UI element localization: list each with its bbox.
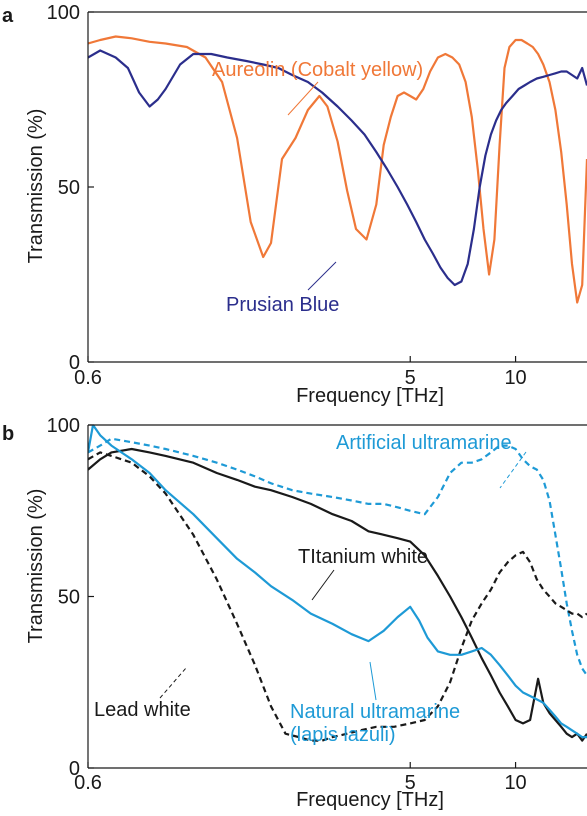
label-prusian-blue: Prusian Blue	[226, 294, 339, 316]
y-tick-label: 50	[58, 177, 80, 199]
panel-b: b Transmission (%) Frequency [THz] 0.6 5 1…	[2, 415, 587, 811]
x-axis-label: Frequency [THz]	[296, 385, 444, 407]
x-tick-label: 5	[405, 367, 416, 389]
y-axis-label: Transmission (%)	[25, 109, 47, 264]
label-aureolin: Aureolin (Cobalt yellow)	[212, 59, 423, 81]
leader-natural-ultramarine	[369, 661, 377, 701]
label-titanium-white: TItanium white	[298, 546, 428, 568]
y-tick-label: 100	[47, 415, 80, 437]
x-tick-label: 0.6	[74, 367, 102, 389]
y-axis-label: Transmission (%)	[25, 489, 47, 644]
x-tick-label: 10	[504, 367, 526, 389]
y-tick-label: 0	[69, 758, 80, 780]
leader-artificial-ultramarine	[499, 451, 527, 489]
series-line-lead-white	[88, 451, 587, 742]
plot-area	[88, 425, 587, 742]
series-line-aureolin-cobalt-yellow	[88, 35, 587, 304]
y-tick-label: 0	[69, 352, 80, 374]
series-line-tltanium-white	[88, 447, 587, 742]
series-line-prusian-blue	[88, 49, 587, 287]
label-lead-white: Lead white	[94, 699, 191, 721]
label-artificial-ultramarine: Artificial ultramarine	[336, 432, 512, 454]
label-natural-ultramarine: Natural ultramarine	[290, 701, 460, 723]
leader-lead-white	[159, 667, 187, 699]
y-tick-label: 50	[58, 587, 80, 609]
label-lapis-lazuli: (lapis lazuli)	[290, 724, 396, 746]
leader-aureolin	[287, 81, 319, 116]
leader-titanium-white	[311, 569, 335, 601]
leader-prusian-blue	[307, 261, 337, 291]
x-tick-label: 0.6	[74, 772, 102, 794]
panel-a: a Transmission (%) Frequency [THz] 0.6 5 1…	[2, 2, 587, 407]
panel-label: b	[2, 423, 14, 445]
series-line-natural-ultramarine-lapis-lazuli	[88, 425, 587, 739]
y-tick-label: 100	[47, 2, 80, 24]
plot-area	[88, 35, 587, 304]
x-tick-label: 5	[405, 772, 416, 794]
x-tick-label: 10	[504, 772, 526, 794]
series-line-artificial-ultramarine	[88, 437, 587, 677]
x-axis-label: Frequency [THz]	[296, 789, 444, 811]
panel-label: a	[2, 5, 14, 27]
